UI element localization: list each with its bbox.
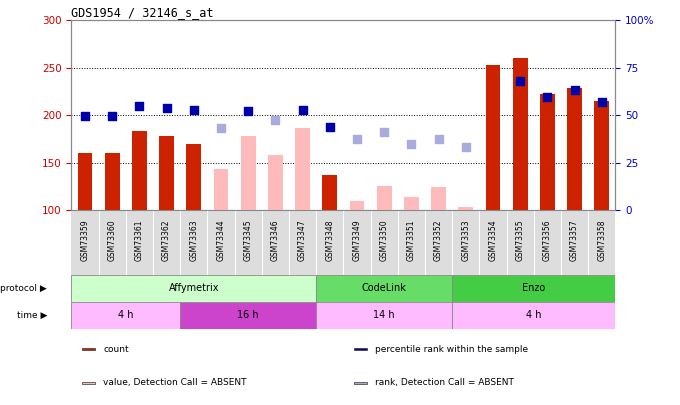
Point [569,87,580,94]
Text: GSM73359: GSM73359 [80,220,90,261]
Text: GSM73355: GSM73355 [515,220,525,261]
Point [216,125,226,132]
Bar [452,302,615,329]
Text: GDS1954 / 32146_s_at: GDS1954 / 32146_s_at [71,6,214,19]
Bar [241,136,256,210]
Point [80,113,90,119]
Point [107,113,118,119]
Bar [431,187,446,210]
Text: GSM73361: GSM73361 [135,220,144,261]
Text: GSM73353: GSM73353 [461,220,471,261]
Text: Enzo: Enzo [522,284,545,294]
Bar [486,65,500,210]
Bar [159,136,174,210]
Point [161,104,172,111]
Point [433,136,444,142]
Text: GSM73363: GSM73363 [189,220,199,261]
Text: GSM73344: GSM73344 [216,220,226,261]
Bar [214,169,228,210]
Text: 14 h: 14 h [373,311,395,320]
Bar [295,128,310,210]
Point [297,107,308,113]
Bar [350,201,364,210]
Text: rank, Detection Call = ABSENT: rank, Detection Call = ABSENT [375,378,514,388]
Text: GSM73357: GSM73357 [570,220,579,261]
Point [270,117,281,123]
Point [596,98,607,105]
Text: 4 h: 4 h [526,311,541,320]
Bar [132,131,147,210]
Text: GSM73351: GSM73351 [407,220,416,261]
Text: 4 h: 4 h [118,311,133,320]
Point [134,102,145,109]
Text: GSM73354: GSM73354 [488,220,498,261]
Text: value, Detection Call = ABSENT: value, Detection Call = ABSENT [103,378,247,388]
Bar [78,153,92,210]
Bar [567,87,582,210]
Text: GSM73358: GSM73358 [597,220,607,261]
Point [324,124,335,131]
Text: GSM73356: GSM73356 [543,220,552,261]
Bar [404,197,419,210]
Text: percentile rank within the sample: percentile rank within the sample [375,345,528,354]
Bar [82,348,95,350]
Point [379,129,390,135]
Bar [71,275,316,302]
Text: GSM73349: GSM73349 [352,220,362,261]
Bar [180,302,316,329]
Bar [540,94,555,210]
Bar [316,275,452,302]
Bar [458,207,473,210]
Text: GSM73352: GSM73352 [434,220,443,261]
Text: GSM73360: GSM73360 [107,220,117,261]
Point [188,107,199,113]
Text: GSM73350: GSM73350 [379,220,389,261]
Bar [513,58,528,210]
Point [406,140,417,147]
Bar [268,155,283,210]
Point [352,136,362,142]
Text: GSM73348: GSM73348 [325,220,335,261]
Point [460,144,471,151]
Bar [316,302,452,329]
Bar [354,382,367,384]
Bar [186,143,201,210]
Point [243,108,254,115]
Bar [354,348,367,350]
Bar [452,275,615,302]
Text: GSM73345: GSM73345 [243,220,253,261]
Text: GSM73347: GSM73347 [298,220,307,261]
Bar [105,153,120,210]
Bar [377,186,392,210]
Point [542,94,553,100]
Text: CodeLink: CodeLink [362,284,407,294]
Text: GSM73362: GSM73362 [162,220,171,261]
Text: protocol ▶: protocol ▶ [0,284,47,293]
Bar [71,302,180,329]
Text: Affymetrix: Affymetrix [169,284,219,294]
Text: count: count [103,345,129,354]
Text: time ▶: time ▶ [16,311,47,320]
Text: GSM73346: GSM73346 [271,220,280,261]
Bar [594,101,609,210]
Bar [82,382,95,384]
Text: 16 h: 16 h [237,311,259,320]
Point [515,78,526,84]
Bar [322,175,337,210]
